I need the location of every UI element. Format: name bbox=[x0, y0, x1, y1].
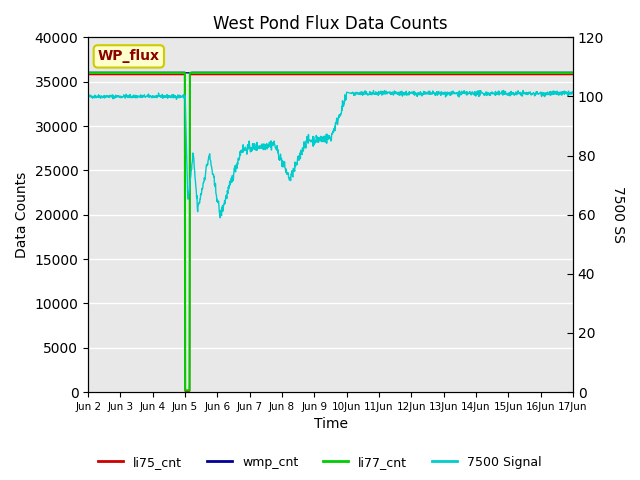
Y-axis label: 7500 SS: 7500 SS bbox=[611, 186, 625, 243]
X-axis label: Time: Time bbox=[314, 418, 348, 432]
Title: West Pond Flux Data Counts: West Pond Flux Data Counts bbox=[213, 15, 448, 33]
Text: WP_flux: WP_flux bbox=[98, 49, 160, 63]
Legend: li75_cnt, wmp_cnt, li77_cnt, 7500 Signal: li75_cnt, wmp_cnt, li77_cnt, 7500 Signal bbox=[93, 451, 547, 474]
Y-axis label: Data Counts: Data Counts bbox=[15, 172, 29, 258]
